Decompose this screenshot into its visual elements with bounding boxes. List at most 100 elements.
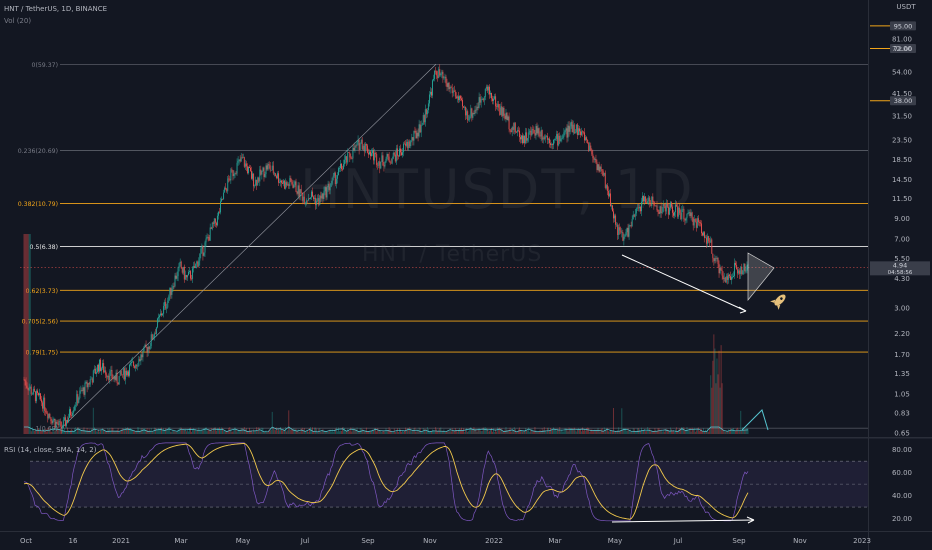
candle-body: [465, 106, 467, 116]
volume-bar: [625, 428, 627, 434]
volume-bar: [346, 431, 348, 434]
volume-bar: [728, 430, 730, 434]
volume-bar: [311, 429, 312, 434]
volume-bar: [156, 429, 158, 434]
candle-body: [52, 420, 54, 424]
candle-body: [172, 286, 174, 290]
volume-bar: [80, 430, 82, 434]
candle-body: [685, 217, 687, 221]
candle-body: [168, 296, 170, 301]
volume-bar: [701, 429, 702, 434]
volume-bar: [667, 429, 669, 434]
volume-bar: [469, 428, 471, 434]
symbol-title[interactable]: HNT / TetherUS, 1D, BINANCE: [4, 5, 108, 13]
drawings[interactable]: [621, 252, 789, 314]
candle-body: [46, 412, 48, 414]
candle-body: [740, 266, 742, 275]
volume-bar: [658, 428, 660, 434]
volume-bar: [710, 375, 712, 434]
rsi-pane[interactable]: [23, 442, 868, 524]
volume-bar: [376, 431, 378, 434]
volume-bar: [25, 234, 27, 434]
volume-bar: [631, 431, 633, 434]
volume-bar: [68, 430, 69, 434]
volume-bar: [307, 431, 309, 434]
volume-bar: [203, 428, 205, 434]
volume-bar: [99, 431, 100, 434]
volume-bar: [540, 431, 542, 434]
candle-body: [690, 212, 692, 217]
candle-body: [559, 135, 561, 142]
candle-body: [197, 261, 199, 267]
candle-body: [493, 98, 495, 102]
candle-body: [238, 159, 240, 161]
rsi-label[interactable]: RSI (14, close, SMA, 14, 2): [4, 446, 97, 454]
candle-body: [591, 150, 593, 155]
candle-body: [582, 131, 583, 133]
candle-body: [179, 261, 181, 264]
candle-body: [521, 135, 522, 140]
candle-body: [592, 154, 594, 158]
volume-bar: [609, 429, 611, 434]
candle-body: [600, 166, 602, 170]
volume-bar: [707, 428, 709, 434]
candle-body: [353, 147, 355, 151]
volume-bar: [740, 410, 742, 434]
volume-bar: [485, 427, 487, 434]
candle-body: [444, 76, 446, 78]
candle-body: [124, 370, 126, 380]
rsi-divergence-arrowhead: [746, 516, 755, 524]
volume-bar: [581, 431, 582, 434]
volume-bar: [104, 429, 106, 434]
candle-body: [679, 207, 681, 213]
candle-body: [314, 197, 316, 200]
volume-bar: [342, 427, 344, 434]
fib-level-label: 0.79(1.75): [26, 350, 58, 357]
volume-bar: [502, 431, 504, 434]
volume-bar: [577, 428, 579, 434]
candle-body: [349, 152, 351, 158]
candle-body: [629, 225, 631, 226]
volume-bar: [339, 431, 340, 434]
candle-body: [234, 173, 236, 175]
candle-body: [438, 69, 440, 79]
fibonacci-retracement[interactable]: 0(59.37) 0.236(20.69) 0.382(10.79) 0.5(6.38…: [18, 21, 930, 433]
volume-bar: [57, 429, 59, 434]
volume-bar: [65, 431, 67, 434]
candle-body: [518, 130, 520, 138]
candle-body: [501, 106, 503, 117]
candle-body: [683, 208, 685, 220]
volume-bar: [605, 427, 607, 434]
candle-body: [609, 193, 611, 207]
volume-bar: [384, 431, 386, 434]
volume-bar: [336, 431, 338, 434]
candle-body: [474, 109, 476, 114]
time-axis-border: [0, 531, 932, 532]
price-tick-label: 9.00: [894, 215, 910, 223]
volume-bar: [55, 429, 57, 434]
candle-body: [221, 198, 222, 202]
candle-body: [716, 257, 718, 259]
candles[interactable]: [23, 64, 749, 434]
volume-label[interactable]: Vol (20): [4, 17, 32, 25]
candle-body: [744, 263, 746, 272]
candle-body: [403, 143, 405, 153]
candle-body: [104, 370, 106, 373]
candle-body: [525, 132, 527, 144]
volume-bar: [340, 430, 341, 434]
volume-bar: [470, 427, 472, 434]
volume-bar: [407, 428, 409, 434]
volume-bar: [139, 431, 141, 434]
candle-body: [457, 96, 459, 101]
candle-body: [714, 258, 716, 262]
volume-bar: [406, 429, 408, 434]
volume-bar: [430, 431, 431, 434]
volume-bar: [507, 430, 509, 434]
volume-bar: [441, 431, 443, 434]
time-tick-label: May: [236, 537, 250, 545]
candle-body: [115, 372, 117, 380]
candle-body: [511, 127, 513, 132]
volume-bar: [369, 431, 370, 434]
volume-bar: [284, 429, 286, 434]
